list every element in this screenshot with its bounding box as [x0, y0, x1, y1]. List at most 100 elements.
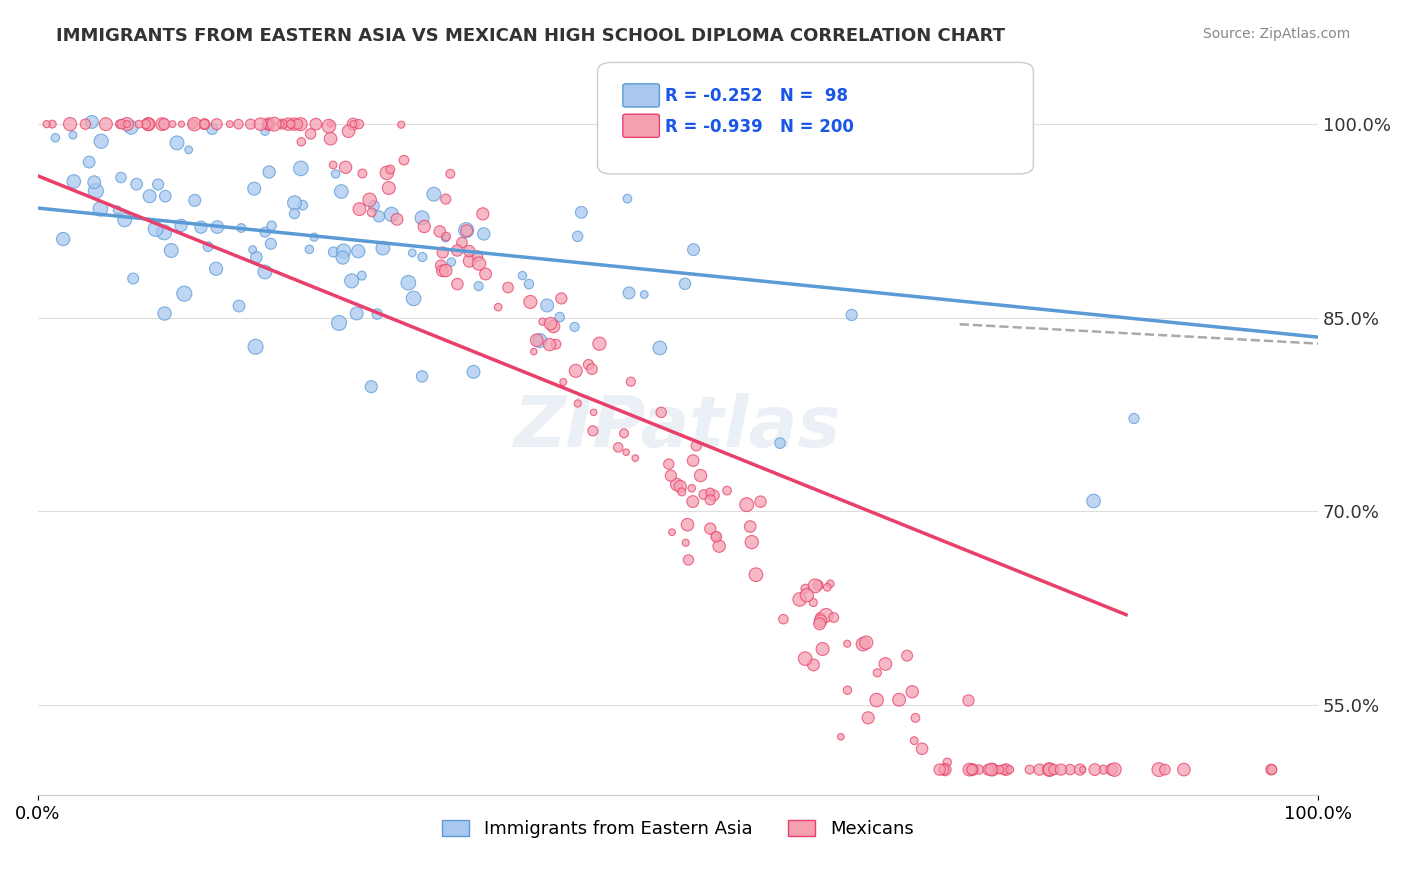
Point: [135, 117, 157, 131]
Point: [389, 118, 412, 132]
Point: [769, 436, 792, 450]
Point: [823, 610, 845, 624]
Point: [693, 487, 716, 501]
Point: [75, 117, 97, 131]
Point: [138, 117, 160, 131]
Point: [1154, 763, 1177, 777]
Point: [260, 236, 283, 251]
Point: [887, 692, 910, 706]
Point: [699, 485, 721, 500]
Point: [35, 117, 58, 131]
Point: [257, 117, 280, 131]
Point: [439, 167, 461, 181]
Point: [269, 117, 291, 131]
Point: [181, 117, 204, 131]
Point: [745, 567, 768, 582]
Point: [318, 119, 340, 133]
Point: [676, 517, 699, 532]
Point: [360, 205, 382, 219]
Point: [434, 231, 457, 245]
Point: [967, 763, 990, 777]
Point: [205, 261, 228, 276]
Point: [290, 161, 312, 176]
Point: [155, 189, 177, 203]
Point: [153, 306, 176, 320]
Point: [253, 225, 276, 239]
Point: [689, 468, 711, 483]
Point: [980, 763, 1002, 777]
Point: [322, 158, 344, 172]
Point: [434, 192, 457, 206]
Point: [349, 202, 371, 216]
Point: [170, 219, 193, 233]
Point: [977, 763, 1000, 777]
Point: [429, 224, 451, 238]
Point: [170, 117, 193, 131]
Point: [564, 364, 586, 378]
Point: [285, 117, 308, 131]
Point: [94, 117, 117, 131]
Point: [1147, 763, 1170, 777]
Point: [716, 483, 738, 498]
Point: [84, 184, 107, 198]
Point: [820, 576, 842, 591]
Point: [145, 222, 167, 236]
Point: [451, 235, 474, 250]
Point: [1050, 763, 1073, 777]
Point: [352, 166, 374, 180]
Point: [52, 232, 75, 246]
Point: [1084, 763, 1107, 777]
Point: [685, 439, 707, 453]
Point: [928, 763, 950, 777]
Point: [283, 117, 305, 131]
Point: [678, 553, 700, 567]
Point: [396, 276, 419, 290]
Point: [467, 279, 489, 293]
Point: [342, 117, 364, 131]
Point: [523, 344, 546, 359]
Point: [125, 177, 148, 191]
Point: [332, 244, 354, 259]
Point: [936, 756, 959, 770]
Point: [960, 763, 983, 777]
Point: [228, 299, 250, 313]
Point: [77, 155, 100, 169]
Point: [681, 481, 703, 495]
Point: [856, 711, 879, 725]
Point: [1043, 763, 1066, 777]
Point: [290, 135, 312, 149]
Point: [669, 480, 692, 494]
Point: [347, 244, 370, 259]
Point: [581, 362, 603, 376]
Point: [614, 445, 637, 459]
Point: [633, 287, 655, 301]
Point: [360, 379, 382, 393]
Point: [911, 741, 934, 756]
Point: [90, 134, 112, 148]
Point: [981, 763, 1004, 777]
Point: [903, 733, 925, 747]
Point: [160, 244, 183, 258]
Point: [682, 453, 704, 467]
Point: [162, 117, 184, 131]
Text: R = -0.252   N =  98: R = -0.252 N = 98: [665, 87, 848, 105]
Point: [616, 192, 638, 206]
Point: [650, 405, 672, 419]
Point: [299, 127, 322, 141]
Point: [807, 578, 830, 592]
Point: [228, 117, 250, 131]
Point: [291, 198, 314, 212]
Point: [538, 337, 561, 351]
Point: [707, 539, 730, 553]
Point: [350, 268, 373, 283]
Point: [242, 243, 264, 257]
Point: [1038, 763, 1060, 777]
Point: [794, 582, 817, 596]
Point: [413, 219, 436, 234]
Point: [434, 263, 457, 277]
Point: [325, 167, 347, 181]
Point: [108, 117, 131, 131]
Point: [496, 280, 519, 294]
Point: [529, 334, 551, 348]
Point: [207, 220, 229, 235]
